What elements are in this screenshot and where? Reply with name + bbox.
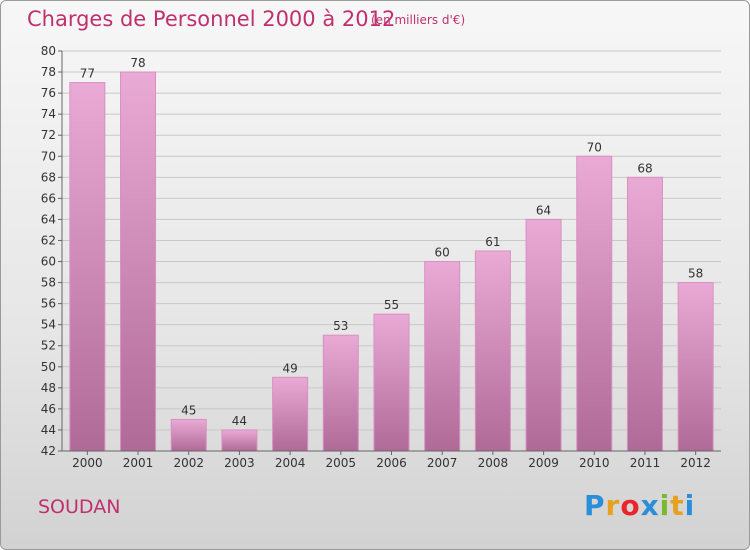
x-tick-label: 2001	[123, 456, 154, 470]
y-tick-label: 74	[41, 107, 56, 121]
bar	[626, 176, 663, 452]
logo-letter: t	[670, 489, 685, 522]
data-label: 60	[435, 246, 450, 260]
y-tick-label: 54	[41, 318, 56, 332]
y-tick-label: 66	[41, 191, 56, 205]
y-tick-label: 48	[41, 381, 56, 395]
y-tick-label: 62	[41, 233, 56, 247]
commune-name: SOUDAN	[38, 496, 121, 518]
logo-letter: o	[620, 489, 641, 522]
axes: 42 44 46 48 50 52 54 56 58 60 62 64 66 68 70 72 74 76 78 80…	[41, 44, 721, 470]
bar	[221, 429, 258, 452]
data-label: 45	[181, 403, 196, 417]
data-label: 44	[232, 414, 247, 428]
bar	[69, 82, 106, 452]
y-tick-label: 76	[41, 86, 56, 100]
bar	[525, 218, 562, 452]
data-label: 64	[536, 203, 551, 217]
x-tick-label: 2011	[630, 456, 661, 470]
chart-title: Charges de Personnel 2000 à 2012	[27, 7, 396, 31]
bar	[576, 155, 613, 452]
y-tick-label: 64	[41, 212, 56, 226]
data-label: 49	[282, 361, 297, 375]
proxiti-logo: Proxiti	[584, 489, 695, 522]
data-label: 55	[384, 298, 399, 312]
bar	[272, 376, 309, 452]
data-label: 58	[688, 267, 703, 281]
bar	[424, 261, 461, 452]
data-label: 77	[80, 67, 95, 81]
bar	[322, 334, 359, 452]
logo-letter: i	[684, 489, 696, 522]
x-tick-label: 2003	[224, 456, 255, 470]
logo-letter: i	[659, 489, 671, 522]
y-tick-label: 44	[41, 423, 56, 437]
data-label: 53	[333, 319, 348, 333]
y-tick-label: 52	[41, 339, 56, 353]
x-tick-label: 2002	[173, 456, 204, 470]
bar	[677, 282, 714, 452]
logo-letter: P	[584, 489, 606, 522]
x-tick-label: 2005	[326, 456, 357, 470]
x-tick-label: 2012	[680, 456, 711, 470]
data-label: 70	[587, 140, 602, 154]
x-tick-label: 2000	[72, 456, 103, 470]
chart-subtitle: (en milliers d'€)	[371, 13, 466, 27]
x-tick-label: 2007	[427, 456, 458, 470]
y-tick-label: 68	[41, 170, 56, 184]
y-tick-label: 56	[41, 297, 56, 311]
x-tick-label: 2008	[478, 456, 509, 470]
y-tick-label: 72	[41, 128, 56, 142]
bars: 77 78 45 44 49 53 55 60 61 64 70 68 58	[69, 56, 714, 452]
logo-letter: x	[640, 489, 660, 522]
x-tick-label: 2004	[275, 456, 306, 470]
x-tick-label: 2010	[579, 456, 610, 470]
data-label: 68	[637, 161, 652, 175]
y-tick-label: 80	[41, 44, 56, 58]
y-tick-label: 42	[41, 444, 56, 458]
data-label: 78	[130, 56, 145, 70]
y-tick-label: 46	[41, 402, 56, 416]
x-tick-label: 2006	[376, 456, 407, 470]
y-tick-label: 60	[41, 255, 56, 269]
bar	[120, 71, 157, 452]
bar	[170, 418, 207, 452]
bar	[474, 250, 511, 452]
y-tick-label: 70	[41, 149, 56, 163]
x-tick-label: 2009	[528, 456, 559, 470]
logo-letter: r	[605, 489, 621, 522]
data-label: 61	[485, 235, 500, 249]
bar	[373, 313, 410, 452]
y-tick-label: 50	[41, 360, 56, 374]
y-tick-label: 78	[41, 65, 56, 79]
y-tick-label: 58	[41, 276, 56, 290]
